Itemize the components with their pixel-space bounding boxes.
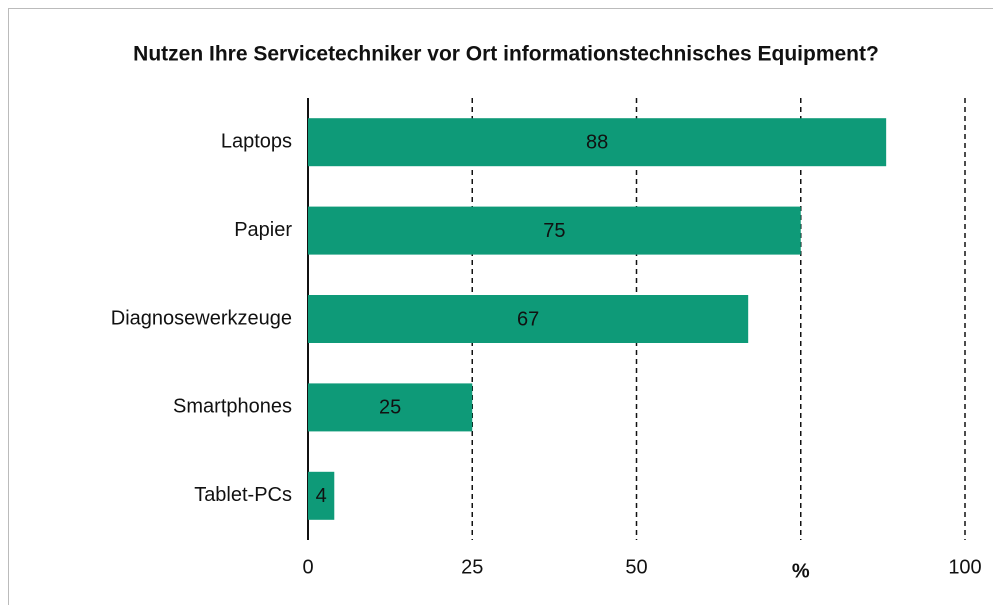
x-tick-label: 0	[302, 556, 313, 578]
x-tick-label: 100	[948, 556, 981, 578]
data-label: 67	[517, 308, 539, 330]
bar	[308, 471, 335, 520]
y-tick-label: Laptops	[221, 130, 292, 152]
frame	[8, 8, 993, 605]
x-tick-label: 50	[625, 556, 647, 578]
y-tick-label: Diagnosewerkzeuge	[111, 307, 292, 329]
x-tick-label: %	[792, 560, 810, 582]
y-tick-label: Papier	[234, 219, 292, 241]
bar	[308, 383, 473, 432]
y-tick-label: Smartphones	[173, 396, 292, 418]
data-label: 25	[379, 397, 401, 419]
bar	[308, 295, 749, 343]
y-tick-label: Tablet-PCs	[194, 484, 292, 506]
data-label: 88	[586, 131, 608, 153]
data-label: 75	[543, 220, 565, 242]
bar	[308, 118, 887, 167]
x-tick-label: 25	[461, 556, 483, 578]
bar	[308, 206, 801, 255]
data-label: 4	[316, 485, 327, 507]
chart-title: Nutzen Ihre Servicetechniker vor Ort inf…	[133, 43, 879, 66]
